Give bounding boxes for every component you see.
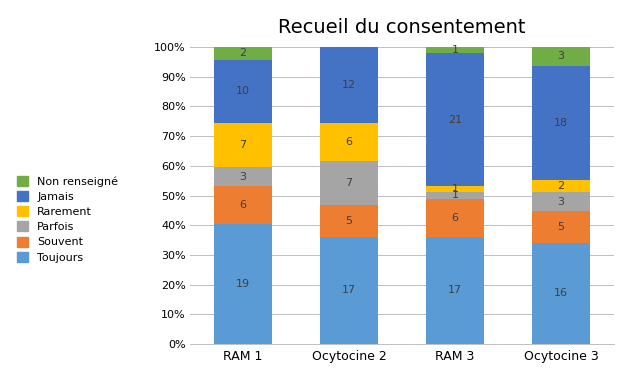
Bar bbox=[426, 186, 484, 192]
Text: 17: 17 bbox=[342, 285, 356, 295]
Bar bbox=[426, 192, 484, 199]
Text: 2: 2 bbox=[558, 181, 565, 191]
Text: 12: 12 bbox=[342, 80, 356, 90]
Bar bbox=[214, 59, 272, 123]
Text: 1: 1 bbox=[451, 45, 458, 55]
Text: 19: 19 bbox=[236, 279, 250, 289]
Text: 1: 1 bbox=[451, 190, 458, 201]
Bar bbox=[532, 47, 590, 66]
Text: 5: 5 bbox=[346, 216, 353, 226]
Text: 18: 18 bbox=[554, 118, 568, 128]
Text: 3: 3 bbox=[558, 197, 565, 207]
Bar bbox=[426, 47, 484, 53]
Bar bbox=[426, 199, 484, 237]
Bar bbox=[426, 53, 484, 186]
Text: 6: 6 bbox=[239, 200, 246, 210]
Bar bbox=[320, 123, 378, 161]
Text: 10: 10 bbox=[236, 86, 250, 96]
Bar bbox=[214, 47, 272, 59]
Text: 16: 16 bbox=[554, 289, 568, 298]
Bar bbox=[532, 243, 590, 344]
Bar bbox=[214, 186, 272, 224]
Text: 6: 6 bbox=[346, 137, 353, 147]
Bar bbox=[320, 205, 378, 237]
Bar bbox=[532, 211, 590, 243]
Legend: Non renseigné, Jamais, Rarement, Parfois, Souvent, Toujours: Non renseigné, Jamais, Rarement, Parfois… bbox=[17, 176, 118, 263]
Text: 21: 21 bbox=[448, 115, 462, 125]
Text: 2: 2 bbox=[239, 48, 246, 58]
Text: 17: 17 bbox=[448, 285, 462, 295]
Bar bbox=[532, 192, 590, 211]
Text: 7: 7 bbox=[239, 140, 246, 150]
Text: 3: 3 bbox=[239, 172, 246, 181]
Bar bbox=[532, 66, 590, 180]
Bar bbox=[320, 161, 378, 205]
Bar bbox=[214, 123, 272, 167]
Bar bbox=[426, 237, 484, 344]
Text: 6: 6 bbox=[451, 213, 458, 222]
Bar bbox=[214, 224, 272, 344]
Title: Recueil du consentement: Recueil du consentement bbox=[279, 18, 525, 37]
Text: 1: 1 bbox=[451, 184, 458, 194]
Bar bbox=[320, 237, 378, 344]
Text: 5: 5 bbox=[558, 222, 565, 232]
Bar bbox=[320, 47, 378, 123]
Text: 7: 7 bbox=[346, 178, 353, 188]
Text: 3: 3 bbox=[558, 51, 565, 61]
Bar bbox=[532, 180, 590, 192]
Bar bbox=[214, 167, 272, 186]
